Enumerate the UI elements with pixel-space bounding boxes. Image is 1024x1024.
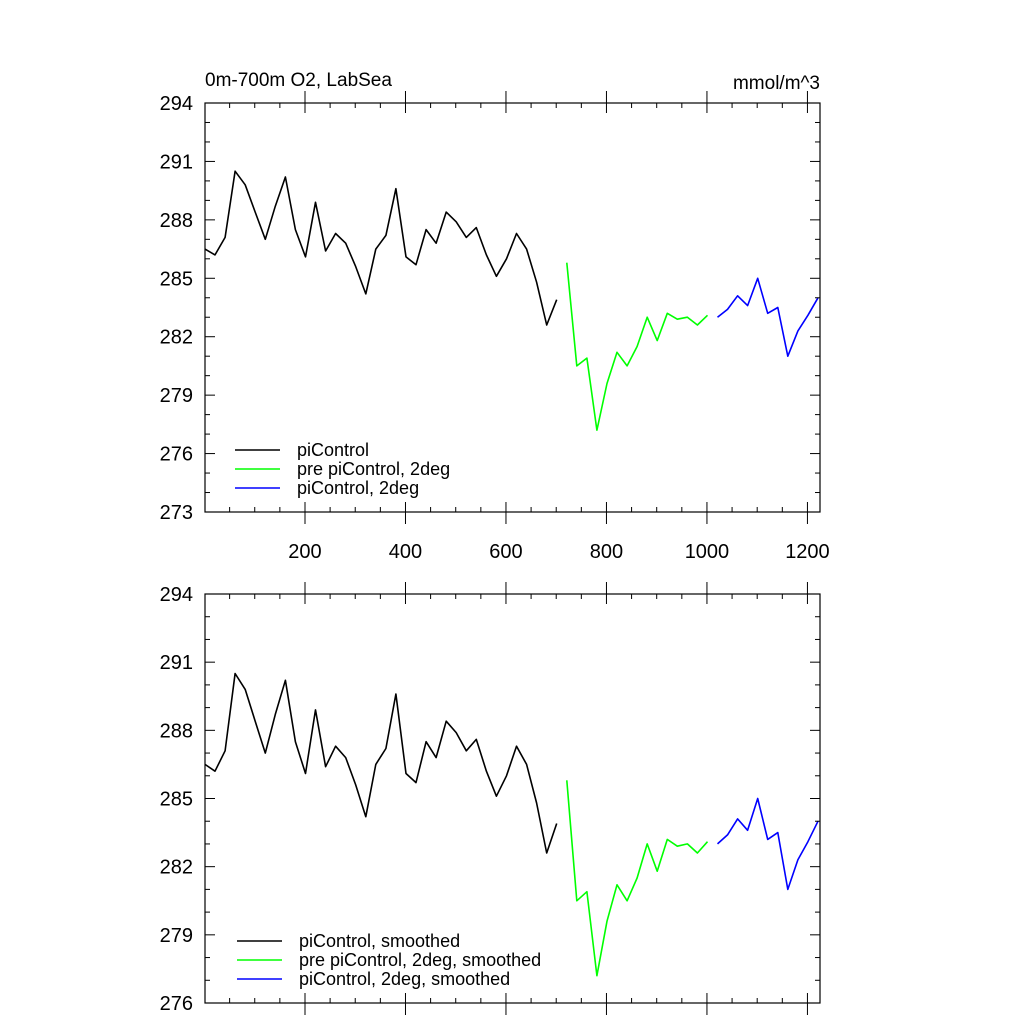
legend-label-0: piControl, smoothed — [299, 931, 460, 951]
bottom-panel: 294 291 288 285 282 279 276 piControl, smoothed… — [160, 582, 821, 1015]
series-line-2 — [717, 277, 819, 358]
legend-label-0: piControl — [297, 440, 369, 460]
x-tick-label: 600 — [489, 541, 522, 563]
y-tick-label: 288 — [160, 210, 193, 232]
y-tick-label: 291 — [160, 151, 193, 173]
y-tick-label: 294 — [160, 93, 193, 115]
legend-label-1: pre piControl, 2deg — [297, 459, 450, 479]
series-line-2 — [716, 797, 819, 891]
y-tick-label: 294 — [160, 584, 193, 606]
plot-frame — [204, 102, 821, 513]
series-line-0 — [204, 672, 558, 854]
y-tick-label: 273 — [160, 502, 193, 524]
series-line-0 — [204, 170, 558, 326]
chart-units: mmol/m^3 — [733, 73, 820, 94]
series-line-1 — [566, 262, 709, 432]
legend-label-2: piControl, 2deg — [297, 478, 419, 498]
y-tick-label: 288 — [160, 720, 193, 742]
y-tick-label: 279 — [160, 385, 193, 407]
y-tick-label: 279 — [160, 925, 193, 947]
y-tick-label: 282 — [160, 857, 193, 879]
chart-title: 0m-700m O2, LabSea — [205, 70, 392, 91]
y-tick-label: 282 — [160, 327, 193, 349]
y-tick-label: 285 — [160, 789, 193, 811]
legend-label-1: pre piControl, 2deg, smoothed — [299, 950, 541, 970]
y-tick-label: 285 — [160, 268, 193, 290]
series-line-1 — [566, 780, 709, 977]
x-tick-label: 1000 — [685, 541, 730, 563]
y-tick-label: 291 — [160, 652, 193, 674]
y-tick-label: 276 — [160, 444, 193, 466]
x-tick-label: 200 — [288, 541, 321, 563]
x-tick-label: 400 — [389, 541, 422, 563]
y-tick-label: 276 — [160, 993, 193, 1015]
legend-label-2: piControl, 2deg, smoothed — [299, 969, 510, 989]
top-panel: 294 291 288 285 282 279 276 273 200 400 600 800 1000… — [160, 70, 830, 563]
x-tick-label: 1200 — [785, 541, 830, 563]
x-tick-label: 800 — [590, 541, 623, 563]
